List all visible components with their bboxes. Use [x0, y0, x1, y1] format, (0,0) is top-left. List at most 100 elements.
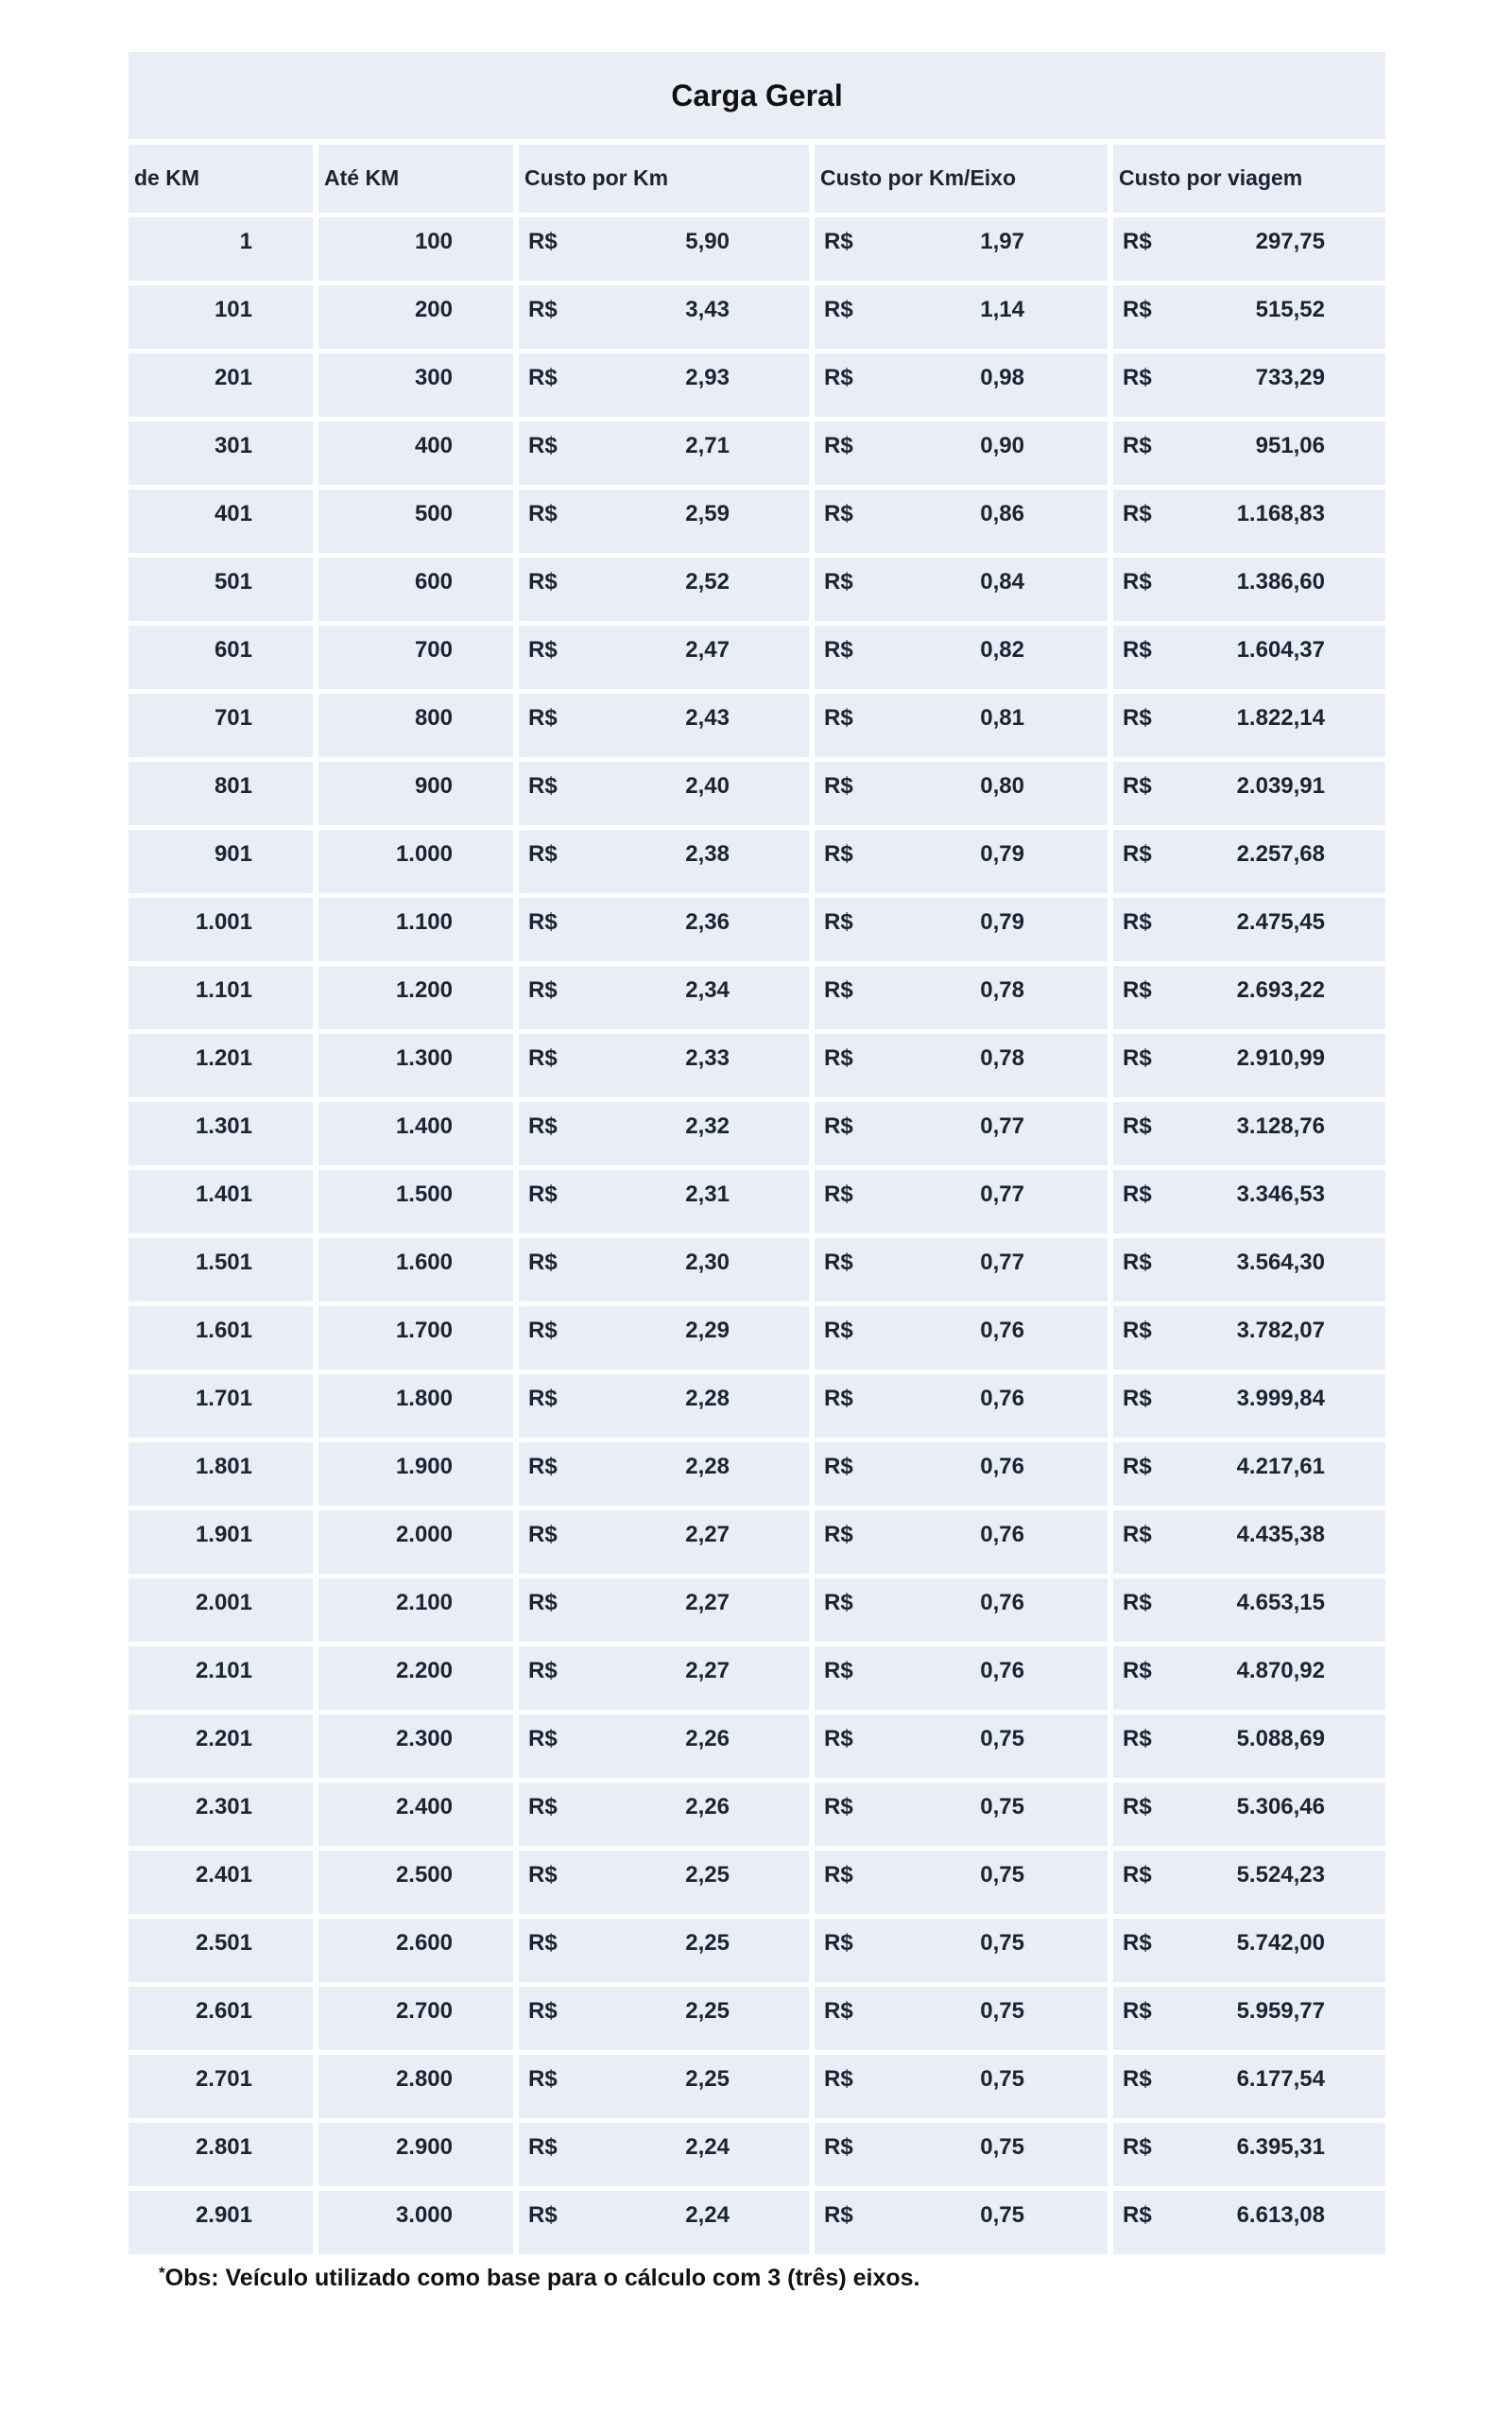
- table-row: 1.401 1.500 R$ 2,31 R$ 0,77 R$ 3.346,53: [129, 1170, 1385, 1233]
- cost-per-km-value: 2,25: [685, 2066, 730, 2092]
- to-km-cell: 2.100: [318, 1578, 513, 1642]
- cost-per-km-cell: R$ 2,30: [519, 1238, 809, 1302]
- header-custo-por-viagem: Custo por viagem: [1113, 145, 1385, 213]
- cost-per-km-axle-value: 0,76: [980, 1522, 1024, 1547]
- currency-symbol: R$: [528, 1318, 558, 1343]
- cost-per-km-value: 2,36: [685, 909, 730, 935]
- cost-per-trip-cell: R$ 1.604,37: [1113, 626, 1385, 689]
- cost-per-trip-cell: R$ 2.475,45: [1113, 898, 1385, 961]
- cost-per-trip-value: 6.177,54: [1236, 2066, 1325, 2092]
- cost-per-km-axle-value: 0,75: [980, 2202, 1024, 2228]
- cost-per-km-axle-cell: R$ 0,82: [815, 626, 1108, 689]
- currency-symbol: R$: [1123, 365, 1152, 390]
- currency-symbol: R$: [824, 773, 853, 799]
- cost-per-trip-value: 5.306,46: [1236, 1794, 1325, 1819]
- cost-per-km-axle-value: 0,77: [980, 1113, 1024, 1139]
- cost-per-km-axle-value: 0,75: [980, 1862, 1024, 1888]
- table-row: 2.601 2.700 R$ 2,25 R$ 0,75 R$ 5.959,77: [129, 1987, 1385, 2050]
- to-km-cell: 1.700: [318, 1306, 513, 1370]
- cost-per-km-axle-cell: R$ 0,79: [815, 898, 1108, 961]
- currency-symbol: R$: [528, 365, 558, 390]
- currency-symbol: R$: [824, 1045, 853, 1071]
- to-km-cell: 900: [318, 762, 513, 825]
- cost-per-km-cell: R$ 2,33: [519, 1034, 809, 1097]
- table-row: 2.501 2.600 R$ 2,25 R$ 0,75 R$ 5.742,00: [129, 1919, 1385, 1982]
- cost-per-km-axle-value: 0,78: [980, 1045, 1024, 1071]
- currency-symbol: R$: [1123, 433, 1152, 458]
- cost-per-km-axle-value: 0,75: [980, 1726, 1024, 1751]
- cost-per-km-axle-cell: R$ 0,86: [815, 490, 1108, 553]
- cost-per-km-cell: R$ 2,28: [519, 1374, 809, 1438]
- currency-symbol: R$: [1123, 1318, 1152, 1343]
- cost-per-km-cell: R$ 2,25: [519, 1851, 809, 1914]
- cost-per-trip-cell: R$ 3.782,07: [1113, 1306, 1385, 1370]
- to-km-cell: 2.800: [318, 2055, 513, 2118]
- currency-symbol: R$: [528, 1998, 558, 2024]
- currency-symbol: R$: [1123, 1658, 1152, 1683]
- currency-symbol: R$: [528, 1658, 558, 1683]
- currency-symbol: R$: [528, 637, 558, 663]
- currency-symbol: R$: [528, 909, 558, 935]
- cost-per-km-axle-value: 0,86: [980, 501, 1024, 526]
- cost-per-trip-value: 1.822,14: [1236, 705, 1325, 731]
- header-de-km: de KM: [129, 145, 313, 213]
- cost-per-km-value: 2,33: [685, 1045, 730, 1071]
- table-row: 2.701 2.800 R$ 2,25 R$ 0,75 R$ 6.177,54: [129, 2055, 1385, 2118]
- cost-per-km-axle-cell: R$ 0,75: [815, 2123, 1108, 2186]
- currency-symbol: R$: [1123, 1250, 1152, 1275]
- from-km-cell: 1.001: [129, 898, 313, 961]
- cost-per-trip-cell: R$ 733,29: [1113, 353, 1385, 417]
- currency-symbol: R$: [1123, 297, 1152, 322]
- to-km-cell: 1.400: [318, 1102, 513, 1165]
- cost-per-km-cell: R$ 2,24: [519, 2123, 809, 2186]
- cost-per-trip-value: 3.782,07: [1236, 1318, 1325, 1343]
- cost-per-km-axle-cell: R$ 0,80: [815, 762, 1108, 825]
- table-row: 2.401 2.500 R$ 2,25 R$ 0,75 R$ 5.524,23: [129, 1851, 1385, 1914]
- currency-symbol: R$: [528, 705, 558, 731]
- from-km-cell: 2.601: [129, 1987, 313, 2050]
- currency-symbol: R$: [824, 501, 853, 526]
- cost-per-km-axle-value: 1,97: [980, 229, 1024, 254]
- cost-per-trip-value: 2.039,91: [1236, 773, 1325, 799]
- cost-per-km-value: 2,93: [685, 365, 730, 390]
- cost-per-km-cell: R$ 2,43: [519, 694, 809, 757]
- currency-symbol: R$: [824, 1250, 853, 1275]
- currency-symbol: R$: [1123, 773, 1152, 799]
- cost-per-trip-value: 6.395,31: [1236, 2134, 1325, 2160]
- currency-symbol: R$: [824, 909, 853, 935]
- table-header-row: de KM Até KM Custo por Km Custo por Km/E…: [129, 145, 1385, 213]
- currency-symbol: R$: [528, 1454, 558, 1479]
- cost-per-trip-cell: R$ 4.870,92: [1113, 1647, 1385, 1710]
- cost-per-km-axle-cell: R$ 0,78: [815, 966, 1108, 1029]
- cost-per-km-cell: R$ 2,47: [519, 626, 809, 689]
- cost-per-km-cell: R$ 2,25: [519, 2055, 809, 2118]
- from-km-cell: 2.301: [129, 1783, 313, 1846]
- currency-symbol: R$: [824, 977, 853, 1003]
- cost-per-trip-value: 2.693,22: [1236, 977, 1325, 1003]
- cost-per-km-axle-cell: R$ 1,14: [815, 285, 1108, 349]
- header-custo-por-km-eixo: Custo por Km/Eixo: [815, 145, 1108, 213]
- currency-symbol: R$: [528, 1862, 558, 1888]
- currency-symbol: R$: [528, 569, 558, 595]
- cost-per-km-value: 2,40: [685, 773, 730, 799]
- cost-per-trip-value: 4.870,92: [1236, 1658, 1325, 1683]
- cost-per-km-axle-cell: R$ 0,77: [815, 1102, 1108, 1165]
- from-km-cell: 2.201: [129, 1715, 313, 1778]
- currency-symbol: R$: [824, 1862, 853, 1888]
- from-km-cell: 2.801: [129, 2123, 313, 2186]
- currency-symbol: R$: [1123, 1862, 1152, 1888]
- cost-per-km-value: 2,27: [685, 1590, 730, 1615]
- cost-per-km-axle-value: 0,80: [980, 773, 1024, 799]
- table-row: 1.901 2.000 R$ 2,27 R$ 0,76 R$ 4.435,38: [129, 1510, 1385, 1574]
- to-km-cell: 700: [318, 626, 513, 689]
- currency-symbol: R$: [528, 297, 558, 322]
- currency-symbol: R$: [1123, 501, 1152, 526]
- currency-symbol: R$: [1123, 1998, 1152, 2024]
- from-km-cell: 2.501: [129, 1919, 313, 1982]
- cost-per-km-value: 2,31: [685, 1181, 730, 1207]
- currency-symbol: R$: [528, 841, 558, 867]
- currency-symbol: R$: [1123, 977, 1152, 1003]
- from-km-cell: 1.201: [129, 1034, 313, 1097]
- table-row: 1.501 1.600 R$ 2,30 R$ 0,77 R$ 3.564,30: [129, 1238, 1385, 1302]
- to-km-cell: 600: [318, 558, 513, 621]
